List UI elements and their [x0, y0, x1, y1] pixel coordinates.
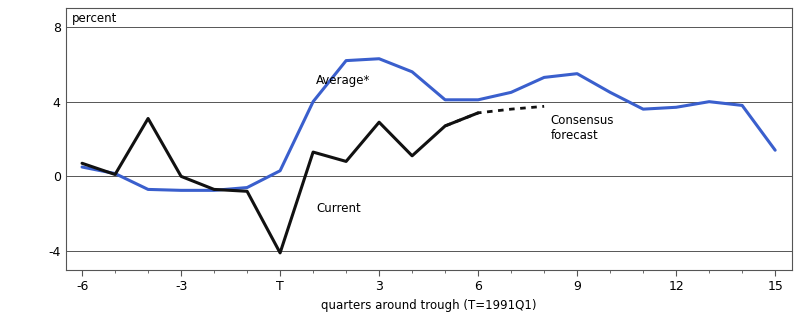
X-axis label: quarters around trough (T=1991Q1): quarters around trough (T=1991Q1): [321, 299, 536, 312]
Text: Consensus
forecast: Consensus forecast: [550, 114, 614, 142]
Text: percent: percent: [72, 12, 118, 25]
Text: Average*: Average*: [317, 74, 370, 87]
Text: Current: Current: [317, 203, 361, 215]
